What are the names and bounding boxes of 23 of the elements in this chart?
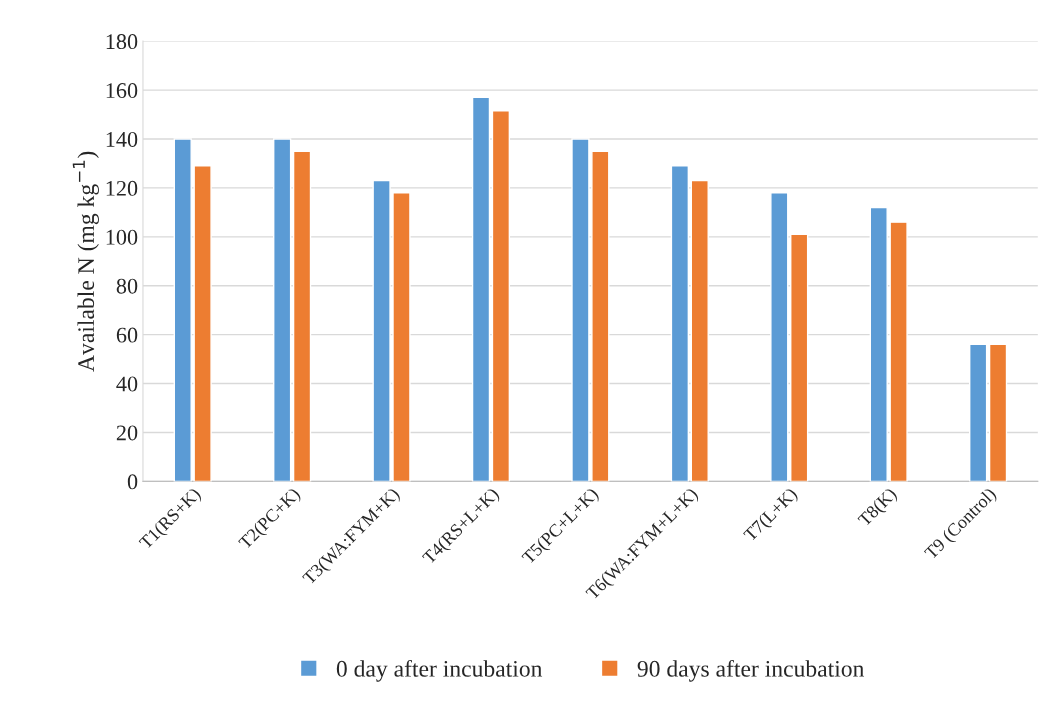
bar (988, 343, 1008, 482)
y-tick-label: 20 (116, 425, 138, 441)
legend-label: 0 day after incubation (336, 659, 543, 682)
y-axis-title: Available N (mg kg$^{−1}$) (72, 151, 99, 372)
y-tick-label: 0 (127, 474, 138, 490)
y-tick-label: 140 (106, 131, 138, 147)
y-tick-label: 40 (116, 376, 138, 392)
bar (273, 138, 292, 482)
bar (969, 343, 988, 482)
y-tick-label: 160 (106, 83, 138, 99)
bar (670, 165, 690, 482)
y-tick-label: 180 (106, 34, 138, 50)
legend-label: 90 days after incubation (637, 659, 865, 682)
bar (770, 192, 789, 482)
bar (292, 150, 312, 482)
y-tick-label: 80 (116, 278, 138, 294)
bar (690, 179, 709, 482)
y-tick-label: 60 (116, 327, 138, 343)
bar (790, 233, 809, 482)
bar (471, 96, 491, 482)
y-tick-label: 100 (106, 229, 138, 245)
bar (491, 110, 511, 482)
y-tick-label: 120 (106, 180, 138, 196)
